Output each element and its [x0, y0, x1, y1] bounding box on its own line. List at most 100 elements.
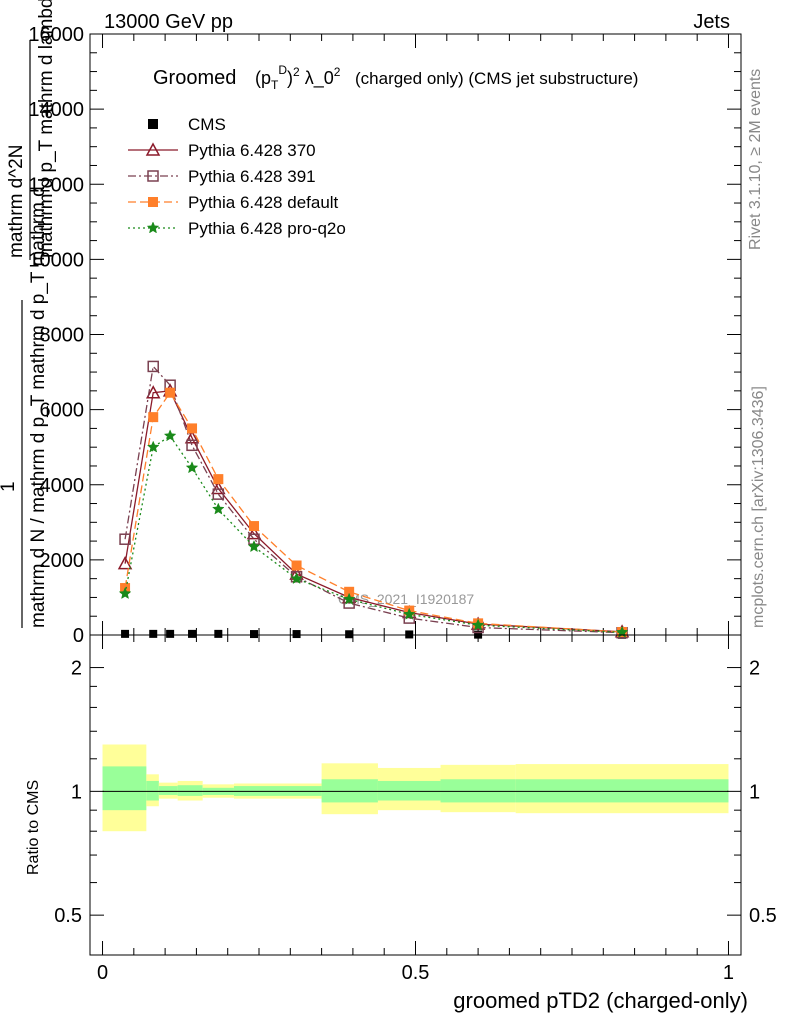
data-point: [246, 526, 262, 540]
data-point: [118, 587, 132, 600]
main-y-tick-label: 16000: [28, 24, 84, 46]
main-series: [117, 360, 630, 639]
main-plot: 0 2000 4000 6000 8000 10000 12000 14000 16000 CM…: [28, 24, 742, 647]
data-point: [290, 572, 303, 585]
series-line: [124, 364, 623, 634]
title-prefix: Groomed: [153, 67, 236, 89]
ratio-y-label: Ratio to CMS: [25, 780, 42, 875]
legend-entry: Pythia 6.428 391: [128, 167, 316, 186]
main-y-label: mathrm d^2N mathrm d p_T mathrm d lambda…: [0, 0, 57, 628]
ratio-stat-band: [177, 785, 203, 796]
data-point: [146, 221, 160, 234]
data-point: [148, 412, 159, 423]
data-point: [187, 423, 198, 434]
legend-label: Pythia 6.428 391: [188, 167, 316, 186]
main-y-tick-label: 2000: [40, 550, 85, 572]
rivet-label: Rivet 3.1.10, ≥ 2M events: [747, 69, 764, 250]
ylabel-one: 1: [0, 481, 19, 492]
ratio-stat-band: [377, 780, 441, 801]
data-point: [211, 502, 225, 515]
ratio-stat-band: [440, 779, 516, 803]
data-point: [148, 119, 158, 129]
title-math: (pTD)2 λ_02: [255, 63, 341, 92]
main-x-axis: [102, 34, 729, 635]
ratio-stat-band: [158, 786, 178, 795]
data-point: [345, 630, 354, 639]
data-point: [247, 540, 261, 553]
legend-entry: Pythia 6.428 default: [128, 193, 339, 212]
title-text: (charged only) (CMS jet substructure): [355, 69, 638, 88]
data-point: [405, 630, 414, 639]
data-point: [186, 439, 198, 452]
data-point: [291, 560, 302, 571]
data-point: [163, 429, 177, 442]
data-point: [145, 142, 161, 156]
legend-label: CMS: [188, 115, 226, 134]
ylabel-mid: mathrm d p_T mathrm d lambda: [36, 0, 57, 258]
data-point: [250, 630, 259, 639]
data-point: [146, 440, 160, 453]
series-4: [118, 429, 629, 638]
data-point: [214, 629, 223, 638]
ratio-y-tick-label: 1: [71, 781, 82, 803]
ratio-stat-band: [321, 779, 378, 803]
main-y-tick-label: 6000: [40, 400, 85, 422]
legend-entry: Pythia 6.428 370: [128, 141, 316, 160]
data-point: [342, 592, 356, 605]
ratio-x-axis: 0 0.5 1: [97, 635, 734, 984]
data-point: [145, 385, 161, 399]
data-point: [147, 360, 159, 373]
main-y-tick-label: 10000: [28, 249, 84, 271]
data-point: [213, 474, 224, 485]
ratio-plot: 0.5 0.51 12 2 0 0.5 1 Ratio to CMS groomed pT…: [25, 634, 777, 1013]
data-point: [402, 607, 416, 620]
data-point: [166, 629, 175, 638]
legend-entry: CMS: [148, 115, 226, 134]
main-y-tick-label: 12000: [28, 174, 84, 196]
ratio-stat-band: [102, 766, 147, 811]
main-y-tick-label: 4000: [40, 475, 85, 497]
ratio-stat-band: [515, 779, 729, 803]
ratio-stat-band: [146, 780, 159, 801]
main-y-tick-label: 8000: [40, 325, 85, 347]
x-axis-label: groomed pTD2 (charged-only): [453, 988, 748, 1013]
legend-entry: Pythia 6.428 pro-q2o: [128, 219, 346, 238]
data-point: [119, 533, 131, 545]
plot-title: Groomed (pTD)2 λ_02 (charged only) (CMS …: [153, 63, 638, 92]
ratio-y-tick-label-right: 2: [749, 658, 760, 680]
x-tick-label: 1: [723, 962, 734, 984]
data-point: [249, 521, 260, 532]
ylabel-top: mathrm d^2N: [6, 145, 27, 258]
mcplots-label: mcplots.cern.ch [arXiv:1306.3436]: [750, 386, 767, 628]
ylabel-bottom: mathrm d N / mathrm d p_T mathrm d p_T m…: [28, 186, 49, 628]
data-point: [212, 488, 225, 500]
data-point: [149, 629, 158, 638]
data-point: [184, 430, 200, 444]
data-point: [471, 618, 485, 631]
x-tick-label: 0: [97, 962, 108, 984]
ratio-y-tick-label: 2: [71, 658, 82, 680]
header-left: 13000 GeV pp: [104, 11, 233, 33]
x-tick-label: 0.5: [402, 962, 430, 984]
data-point: [344, 586, 355, 597]
data-point: [148, 197, 158, 207]
legend-label: Pythia 6.428 370: [188, 141, 316, 160]
data-point: [121, 629, 130, 638]
header-right: Jets: [693, 11, 730, 33]
ratio-y-tick-label-right: 0.5: [749, 905, 777, 927]
data-point: [188, 629, 197, 638]
data-point: [147, 170, 159, 182]
legend-label: Pythia 6.428 default: [188, 193, 339, 212]
main-y-axis: 0 2000 4000 6000 8000 10000 12000 14000 16000: [28, 24, 741, 647]
data-point: [117, 556, 133, 570]
data-point: [185, 461, 199, 474]
ratio-y-axis: 0.5 0.5 1 1 2 2: [54, 658, 777, 928]
main-y-tick-label: 0: [73, 625, 84, 647]
main-y-tick-label: 14000: [28, 99, 84, 121]
ratio-y-tick-label: 0.5: [54, 905, 82, 927]
data-point: [211, 480, 226, 495]
ratio-y-tick-label-right: 1: [749, 781, 760, 803]
legend-label: Pythia 6.428 pro-q2o: [188, 219, 346, 238]
data-point: [165, 387, 176, 398]
